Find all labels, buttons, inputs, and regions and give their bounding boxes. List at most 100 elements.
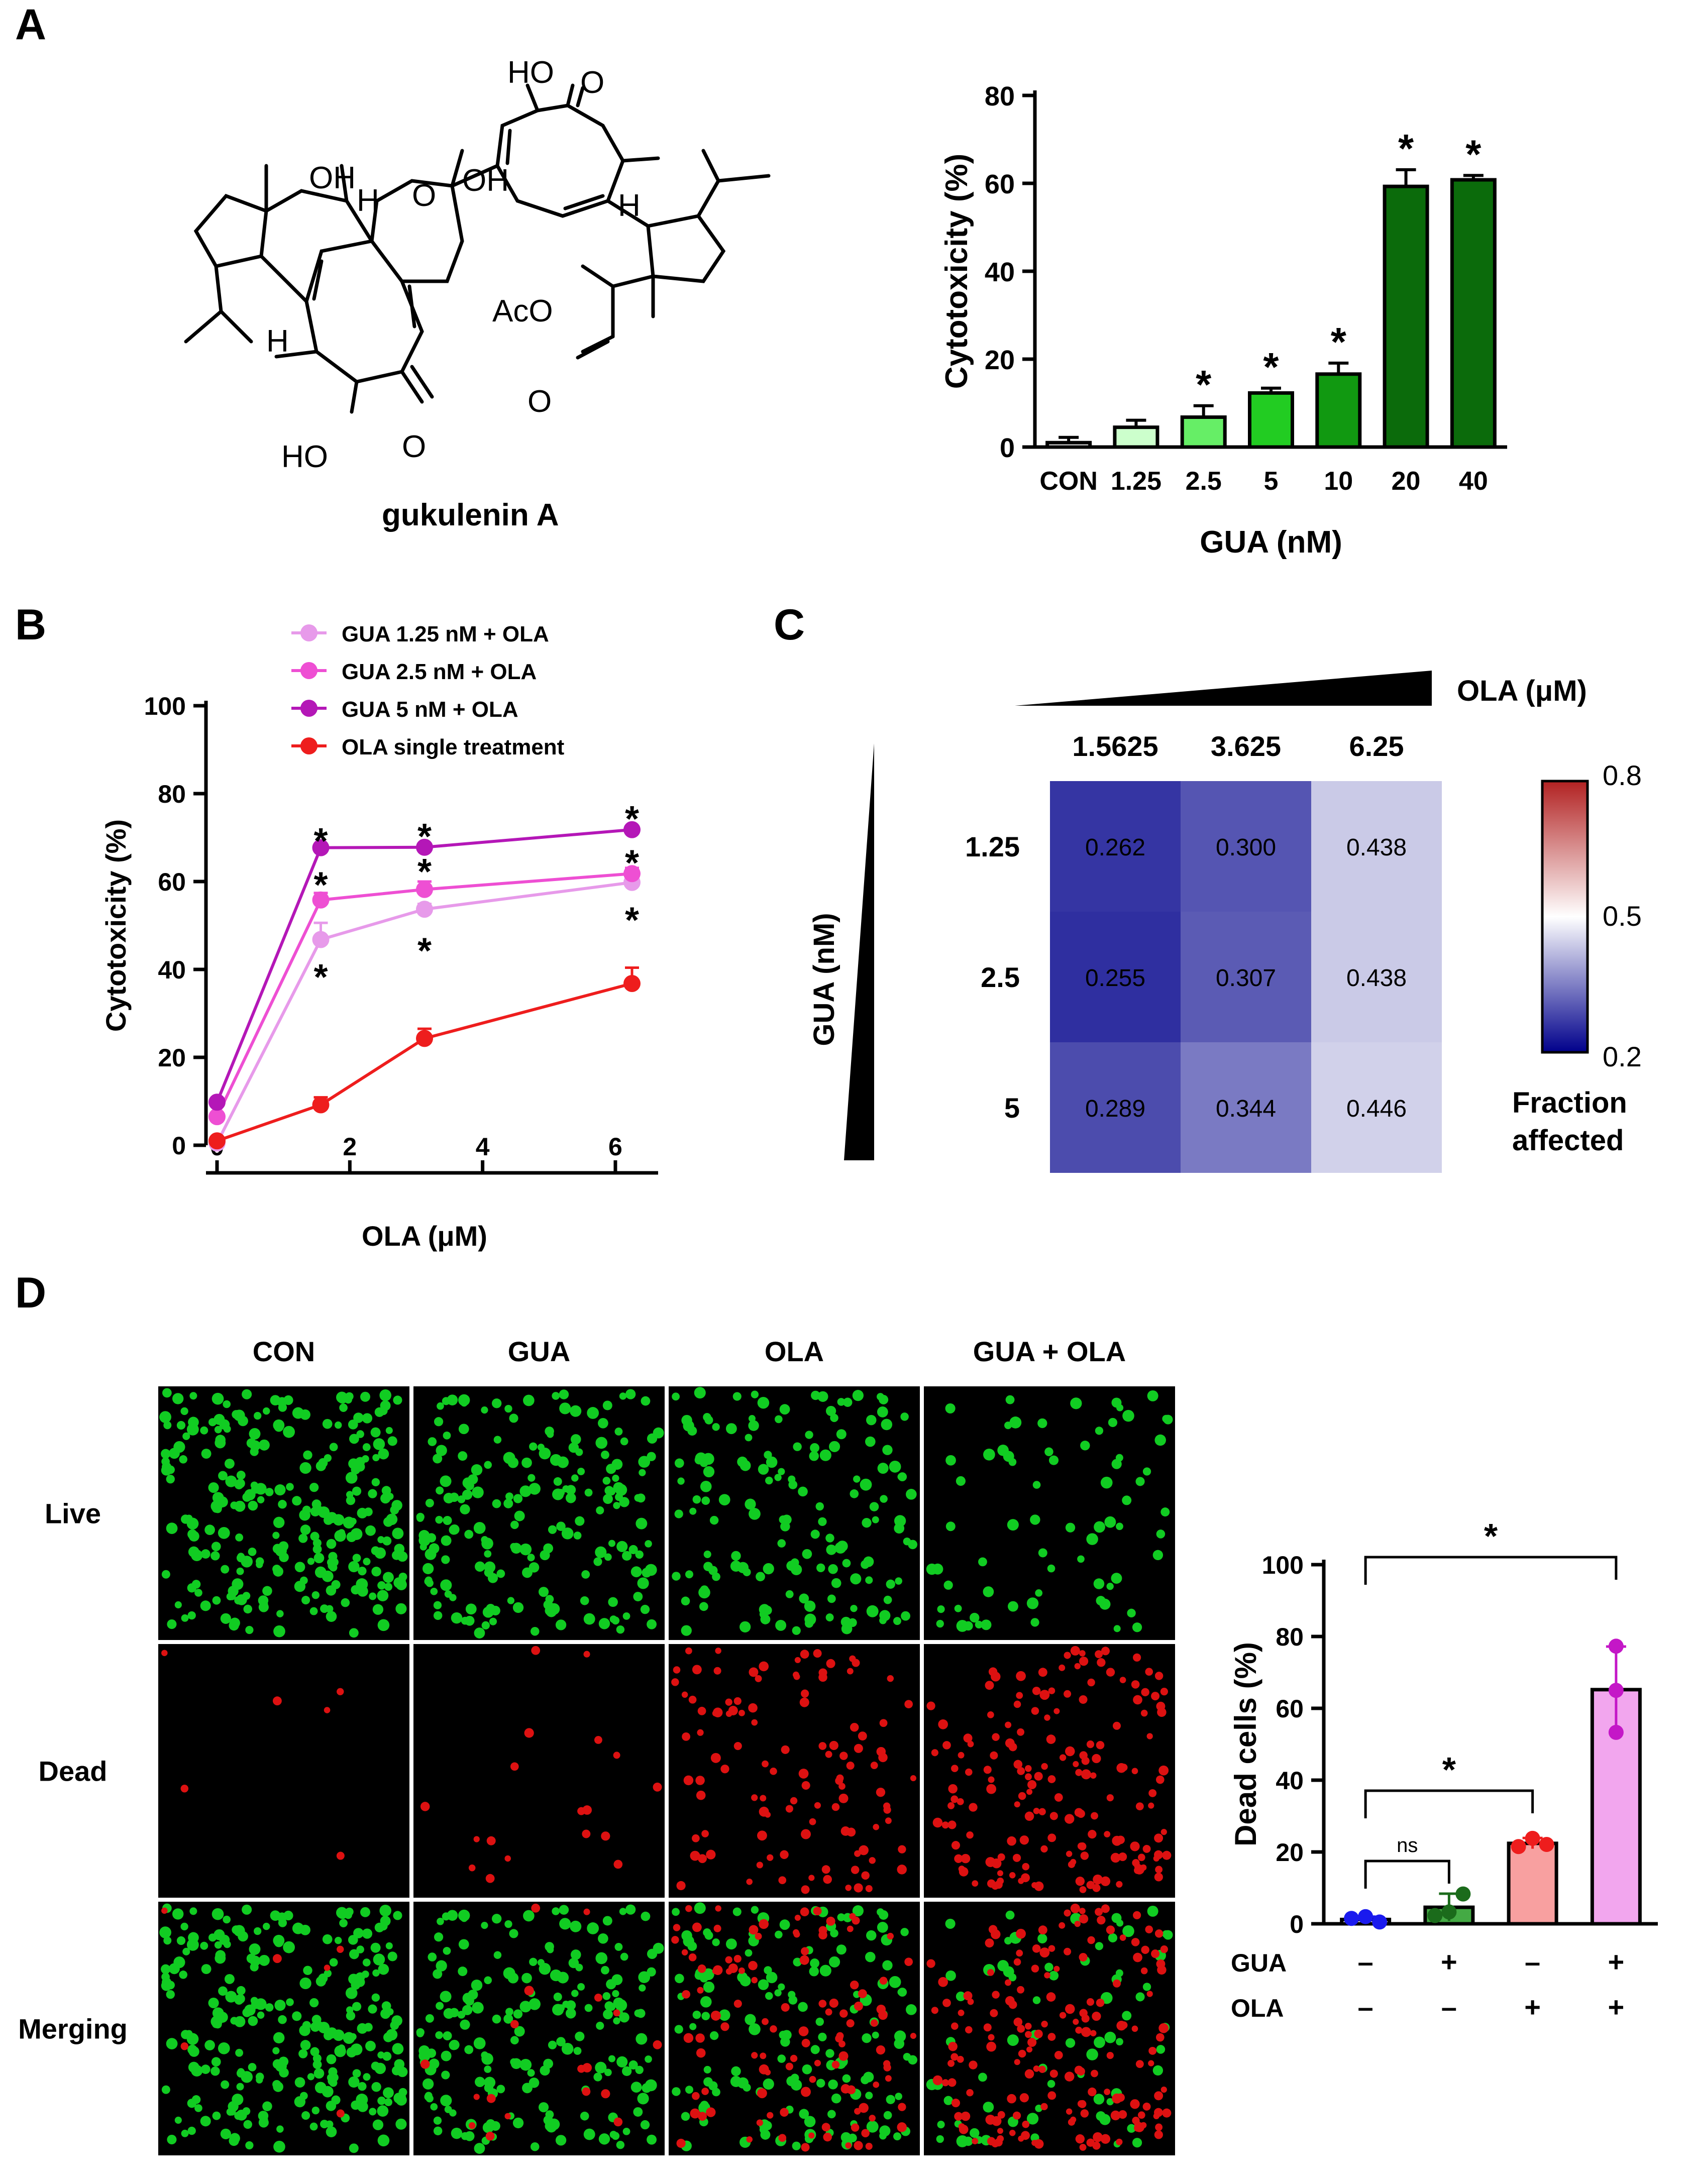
live-cell	[394, 2059, 405, 2070]
live-cell	[298, 2049, 308, 2058]
live-cell	[210, 2066, 220, 2076]
live-cell	[180, 1922, 188, 1931]
data-point	[1608, 1639, 1624, 1654]
live-cell	[242, 1904, 252, 1915]
live-cell	[250, 1481, 258, 1489]
live-cell	[328, 1552, 338, 1561]
dead-cell	[524, 1986, 534, 1996]
live-cell	[571, 1474, 579, 1482]
bar	[1315, 372, 1362, 449]
dead-cell	[887, 1932, 894, 1940]
dead-cell	[336, 2109, 345, 2118]
live-cell	[447, 1394, 458, 1405]
live-cell	[309, 1998, 319, 2008]
dead-cell	[941, 2079, 949, 2087]
live-cell	[324, 1515, 334, 1525]
live-cell	[393, 1911, 402, 1920]
dead-cell	[1100, 1876, 1111, 1886]
live-cell	[1047, 1564, 1055, 1573]
live-cell	[595, 2061, 607, 2073]
live-cell	[225, 1991, 237, 2003]
live-cell	[766, 1456, 778, 1468]
dead-cell	[800, 1907, 809, 1917]
x-tick-label: 10	[1324, 467, 1353, 496]
live-cell	[602, 1477, 611, 1485]
live-cell	[166, 1990, 175, 1999]
x-tick-label: 20	[1392, 467, 1421, 496]
dead-cell	[1086, 1998, 1095, 2006]
dead-cell	[485, 2131, 495, 2141]
dead-cell	[1077, 1809, 1085, 1818]
live-cell	[745, 1498, 756, 1510]
live-cell	[489, 1617, 497, 1625]
dead-cell	[1088, 2087, 1097, 2097]
dead-cell	[847, 1925, 854, 1932]
live-cell	[557, 2004, 565, 2012]
live-cell	[312, 2060, 322, 2069]
live-cell	[865, 1436, 876, 1447]
dead-cell	[688, 1695, 697, 1704]
live-cell	[473, 1522, 486, 1534]
dead-cell	[1013, 1760, 1023, 1769]
live-cell	[383, 2087, 394, 2099]
dead-cell	[1160, 1945, 1168, 1953]
live-cell	[804, 1613, 816, 1625]
atom-label: O	[527, 384, 552, 419]
panel-label-a: A	[15, 1, 47, 49]
live-cell	[371, 2061, 380, 2070]
dead-cell	[706, 1849, 716, 1860]
dead-cell	[963, 1733, 973, 1743]
colorbar-tick-label: 0.5	[1603, 900, 1642, 932]
dead-cell	[950, 1765, 959, 1773]
x-tick-label: 6	[608, 1133, 622, 1161]
dead-cell	[1059, 1664, 1066, 1671]
live-cell	[895, 1577, 902, 1585]
live-cell	[575, 1448, 583, 1456]
live-cell	[598, 1933, 608, 1944]
heatmap-cell-value: 0.438	[1346, 965, 1407, 992]
live-cell	[365, 1525, 376, 1536]
dead-cell	[1033, 2065, 1040, 2072]
dead-cell	[1044, 1714, 1050, 1721]
live-cell	[763, 2121, 772, 2131]
condition-sign: +	[1524, 1991, 1541, 2023]
live-cell	[1154, 1434, 1166, 1446]
dead-cell	[992, 1733, 1000, 1741]
live-cell	[294, 2077, 305, 2088]
live-cell	[593, 2072, 602, 2082]
dead-cell	[1079, 1908, 1086, 1914]
live-cell	[484, 1461, 492, 1469]
live-cell	[258, 1602, 269, 1612]
dead-cell	[947, 2078, 957, 2087]
dead-cell	[1079, 1695, 1088, 1704]
dead-cell	[1040, 2103, 1048, 2111]
dead-cell	[1016, 1692, 1023, 1699]
dead-cell	[965, 2026, 973, 2034]
live-cell	[263, 1922, 270, 1930]
dead-cell	[1080, 2109, 1089, 2118]
dead-cell	[948, 1784, 958, 1794]
gua-gradient-wedge	[844, 743, 874, 1160]
live-cell	[1093, 2094, 1105, 2105]
micrograph-tile	[924, 1386, 1175, 1640]
live-cell	[865, 2092, 873, 2100]
dead-cell	[1137, 2111, 1145, 2119]
heatmap-cell-value: 0.438	[1346, 834, 1407, 861]
live-cell	[611, 1974, 623, 1986]
live-cell	[539, 1447, 551, 1460]
data-point	[208, 1094, 226, 1111]
live-cell	[390, 1505, 399, 1515]
live-cell	[334, 1530, 346, 1542]
live-cell	[519, 2001, 532, 2013]
dead-cell	[1016, 1671, 1026, 1681]
live-cell	[384, 2098, 392, 2107]
live-cell	[1163, 1414, 1173, 1425]
live-cell	[521, 1457, 532, 1468]
significance-star: *	[313, 865, 328, 905]
live-cell	[212, 1392, 224, 1405]
live-cell	[458, 1967, 468, 1977]
dead-cell	[1044, 1972, 1050, 1979]
live-cell	[395, 2118, 407, 2130]
live-cell	[540, 1550, 550, 1561]
live-cell	[712, 1938, 720, 1946]
